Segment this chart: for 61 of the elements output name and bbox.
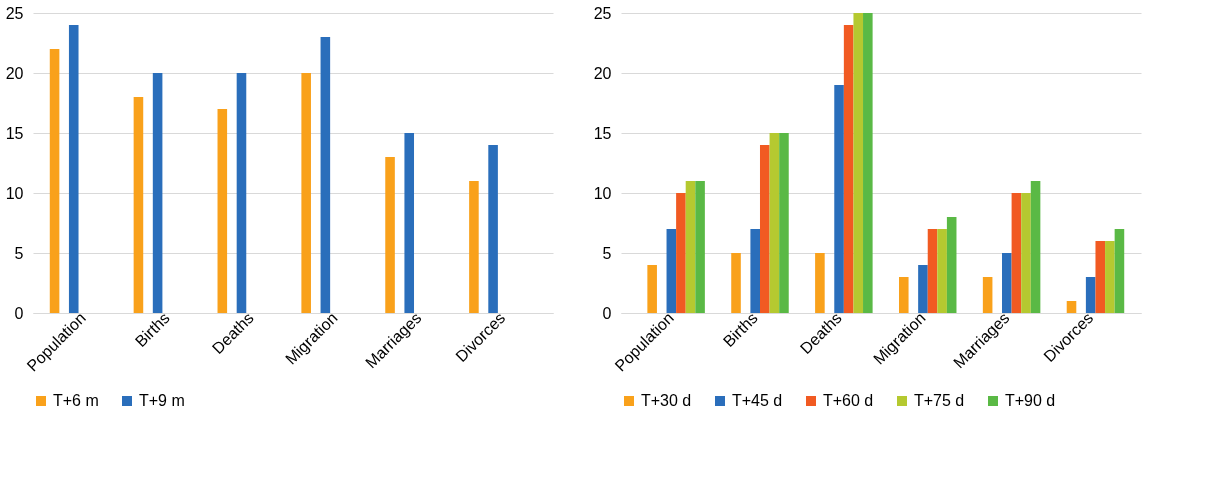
bar [1030,181,1041,313]
bar [927,229,938,313]
bar [759,145,770,313]
legend-label: T+6 m [53,392,99,409]
bar [853,13,864,313]
bar [320,37,331,313]
bar [301,73,311,313]
y-tick-label: 5 [602,244,612,262]
bar [133,97,144,313]
bar [1085,277,1096,313]
bar [152,73,163,313]
bar [750,229,760,313]
y-tick-label: 15 [593,124,612,142]
bar [404,133,415,313]
legend-label: T+9 m [139,392,185,409]
bar [1002,253,1012,313]
bar [49,49,60,313]
y-tick-label: 20 [593,64,612,82]
bar [1105,241,1115,313]
bar [685,181,696,313]
bar [731,253,741,313]
bar [68,25,79,313]
bar [946,217,957,313]
bar [385,157,395,313]
bar [937,229,947,313]
bar [666,229,677,313]
bar [863,13,873,313]
legend-label: T+45 d [732,392,783,409]
y-tick-label: 0 [602,304,612,322]
bar [695,181,705,313]
bar [1011,193,1022,313]
y-tick-label: 0 [14,304,24,322]
y-tick-label: 25 [5,4,24,22]
bar [1066,301,1077,313]
bar [815,253,825,313]
bar [236,73,247,313]
bar [217,109,228,313]
legend-label: T+60 d [823,392,874,409]
bar [918,265,928,313]
legend-label: T+75 d [914,392,965,409]
bar [647,265,657,313]
bar [898,277,909,313]
y-tick-label: 15 [5,124,24,142]
bar [1021,193,1031,313]
y-tick-label: 10 [593,184,612,202]
bar [843,25,854,313]
bar [769,133,780,313]
bar [982,277,993,313]
bar [1095,241,1106,313]
bar [834,85,844,313]
bar [469,181,479,313]
bar [676,193,686,313]
legend-label: T+30 d [641,392,692,409]
y-tick-label: 25 [593,4,612,22]
bar [1114,229,1125,313]
bar [779,133,789,313]
legend-label: T+90 d [1005,392,1056,409]
bar [488,145,498,313]
y-tick-label: 5 [14,244,24,262]
y-tick-label: 10 [5,184,24,202]
y-tick-label: 20 [5,64,24,82]
